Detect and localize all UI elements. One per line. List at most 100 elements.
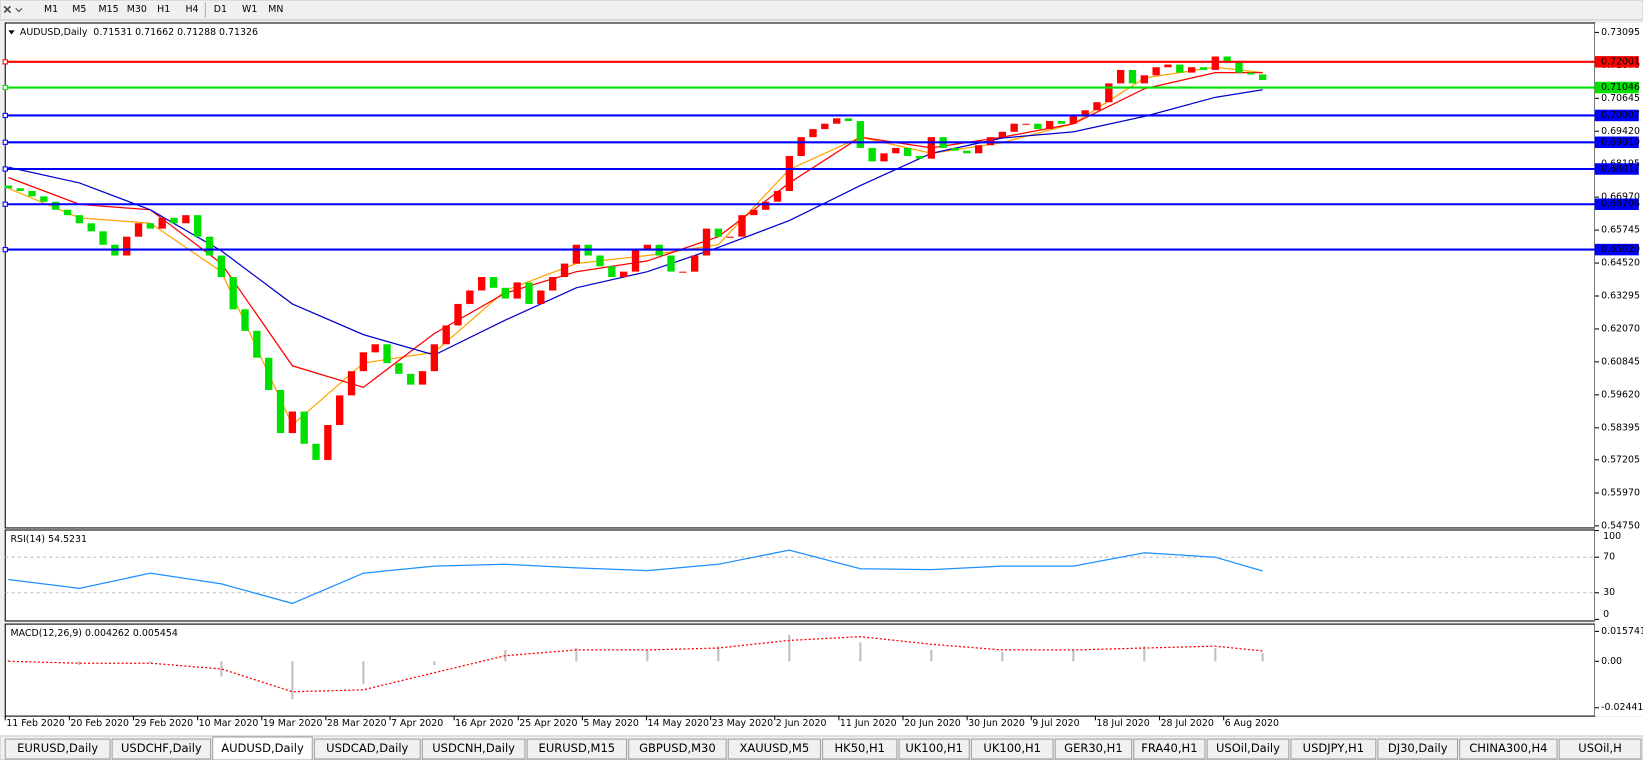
tab-label[interactable]: UK100,H1: [905, 741, 963, 755]
y-tick-label: 100: [1603, 531, 1621, 542]
timeframe-button[interactable]: MN: [268, 4, 283, 15]
candle: [28, 190, 36, 197]
candle: [300, 411, 308, 444]
y-tick-label: 0: [1603, 609, 1609, 620]
tab[interactable]: [4, 738, 111, 760]
tab-label[interactable]: USDCAD,Daily: [326, 741, 408, 755]
y-tick-label: 0.73095: [1601, 27, 1640, 38]
tab[interactable]: [1206, 738, 1290, 760]
candle: [347, 371, 356, 396]
y-tick-label: 0.60845: [1601, 356, 1640, 367]
candle: [123, 236, 131, 256]
tab-label[interactable]: HK50,H1: [834, 741, 885, 755]
level-price-label: 0.71046: [1601, 82, 1640, 93]
tab-label[interactable]: USOil,Daily: [1216, 741, 1280, 755]
candle: [608, 266, 616, 278]
y-tick-label: 0.65745: [1601, 225, 1640, 236]
tab[interactable]: [111, 738, 212, 760]
level-handle: [2, 166, 8, 172]
candle: [1176, 64, 1184, 73]
tab-label[interactable]: USDCHF,Daily: [121, 741, 202, 755]
candle: [182, 215, 190, 224]
candle: [371, 344, 379, 353]
timeframe-button[interactable]: H4: [185, 4, 198, 15]
timeframe-button[interactable]: H1: [157, 4, 170, 15]
tab[interactable]: [1459, 738, 1558, 760]
tab[interactable]: [898, 738, 970, 760]
candle: [915, 155, 924, 159]
x-tick-label: 28 Mar 2020: [327, 718, 387, 729]
candle: [974, 145, 983, 154]
tab-label[interactable]: USDJPY,H1: [1303, 741, 1364, 755]
timeframe-button[interactable]: M1: [44, 4, 58, 15]
tab-label[interactable]: DJ30,Daily: [1388, 741, 1448, 755]
tab[interactable]: [313, 738, 421, 760]
candle: [1128, 69, 1137, 84]
candle: [276, 390, 285, 434]
candle: [762, 201, 770, 210]
tab-label[interactable]: USDCNH,Daily: [432, 741, 515, 755]
candle: [1140, 75, 1148, 84]
toolbar-icon[interactable]: [3, 5, 12, 14]
candle: [525, 282, 533, 304]
timeframe-button[interactable]: M30: [127, 4, 147, 15]
x-tick-label: 18 Jul 2020: [1096, 718, 1149, 729]
timeframe-button[interactable]: M15: [98, 4, 118, 15]
x-tick-label: 14 May 2020: [648, 718, 709, 729]
x-tick-label: 29 Feb 2020: [135, 718, 194, 729]
y-tick-label: 0.54750: [1601, 520, 1640, 531]
header-arrow: [8, 30, 15, 35]
toolbar-dropdown[interactable]: [15, 7, 23, 13]
candle: [442, 325, 450, 345]
tab-label[interactable]: XAUUSD,M5: [739, 741, 809, 755]
tab-label[interactable]: UK100,H1: [983, 741, 1041, 755]
candle: [407, 373, 415, 385]
candle: [158, 217, 166, 229]
candle: [986, 137, 995, 146]
candle: [87, 223, 95, 232]
tab[interactable]: [526, 738, 628, 760]
macd-panel: [4, 623, 1596, 717]
candle: [40, 196, 48, 202]
timeframe-button[interactable]: D1: [214, 4, 227, 15]
tab[interactable]: [970, 738, 1054, 760]
candle: [951, 147, 959, 151]
tab-label[interactable]: AUDUSD,Daily: [221, 741, 304, 755]
tab[interactable]: [822, 738, 898, 760]
candle: [832, 118, 841, 124]
tab[interactable]: [727, 738, 821, 760]
x-tick-label: 9 Jul 2020: [1032, 718, 1079, 729]
y-tick-label: 0.58395: [1601, 422, 1640, 433]
tab[interactable]: [1558, 738, 1642, 760]
tab[interactable]: [1377, 738, 1459, 760]
candle: [170, 217, 178, 224]
candle: [134, 223, 143, 237]
tab-label[interactable]: EURUSD,M15: [539, 741, 616, 755]
candle: [1116, 69, 1125, 84]
tab[interactable]: [421, 738, 526, 760]
timeframe-button[interactable]: W1: [242, 4, 257, 15]
tab[interactable]: [1290, 738, 1377, 760]
tab-label[interactable]: GBPUSD,M30: [639, 741, 716, 755]
tab-label[interactable]: USOil,H: [1578, 741, 1622, 755]
candle: [809, 129, 817, 138]
candle: [844, 118, 853, 122]
level-price-box: [1594, 56, 1639, 68]
tab-label[interactable]: GER30,H1: [1064, 741, 1122, 755]
tab[interactable]: [1054, 738, 1133, 760]
candle: [4, 185, 13, 189]
timeframe-button[interactable]: M5: [72, 4, 86, 15]
candle: [892, 147, 900, 154]
y-tick-label: 30: [1603, 587, 1615, 598]
tab-label[interactable]: EURUSD,Daily: [17, 741, 98, 755]
y-tick-label: 0.64520: [1601, 258, 1640, 269]
tab-label[interactable]: FRA40,H1: [1141, 741, 1197, 755]
y-tick-label: 0.00: [1601, 656, 1622, 667]
tab[interactable]: [212, 736, 313, 760]
x-tick-label: 5 May 2020: [583, 718, 638, 729]
tab[interactable]: [628, 738, 727, 760]
candle: [1081, 110, 1089, 116]
x-tick-label: 25 Apr 2020: [519, 718, 577, 729]
tab-label[interactable]: CHINA300,H4: [1469, 741, 1547, 755]
tab[interactable]: [1133, 738, 1206, 760]
